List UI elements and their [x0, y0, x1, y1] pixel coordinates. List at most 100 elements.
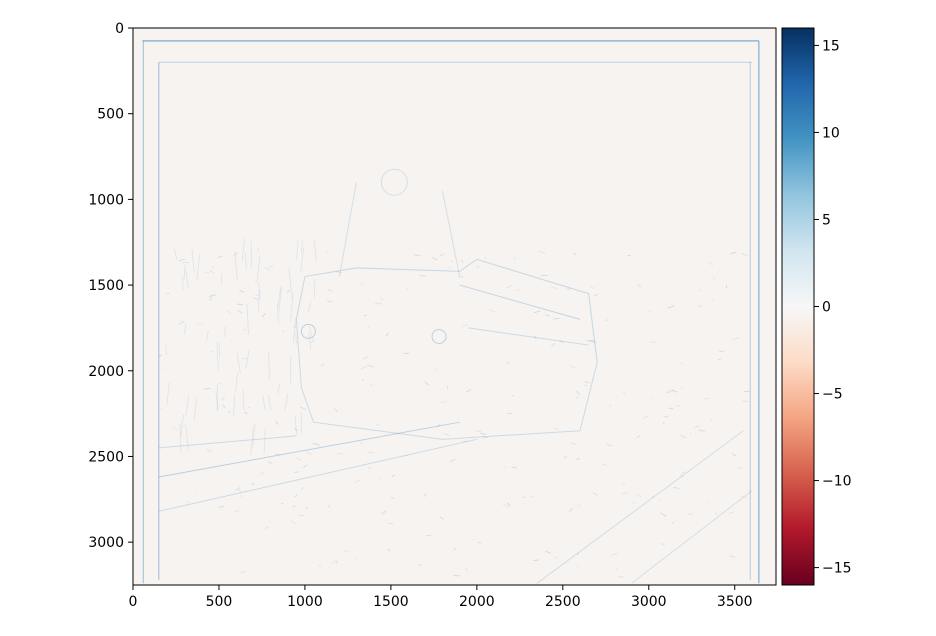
edge-stroke — [191, 249, 195, 273]
edge-stroke — [308, 326, 314, 340]
edge-stroke — [533, 310, 541, 314]
edge-stroke — [378, 478, 381, 481]
edge-stroke — [217, 255, 223, 259]
edge-stroke — [292, 505, 296, 508]
y-axis: 0 500 1000 1500 2000 2500 3000 — [88, 21, 133, 551]
edge-stroke — [651, 496, 655, 498]
edge-stroke — [440, 401, 448, 403]
y-tick-label: 1500 — [88, 278, 124, 294]
edge-stroke — [295, 457, 302, 461]
edge-stroke — [253, 297, 259, 301]
edge-stroke — [183, 322, 187, 335]
edge-stroke — [312, 443, 320, 446]
edge-stroke — [554, 427, 559, 431]
edge-stroke — [211, 350, 213, 353]
edge-stroke — [468, 327, 589, 346]
edge-stroke — [439, 516, 445, 520]
edge-stroke — [673, 487, 680, 489]
edge-stroke — [545, 550, 552, 554]
edge-stroke — [178, 320, 185, 325]
edge-stroke — [601, 463, 607, 466]
edge-stroke — [712, 277, 716, 281]
edge-stroke — [344, 550, 349, 553]
edge-stroke — [503, 504, 510, 508]
edge-stroke — [277, 383, 280, 394]
edge-stroke — [178, 258, 185, 262]
edge-stroke — [301, 487, 304, 489]
edge-stroke — [584, 380, 590, 384]
edge-stroke — [569, 365, 576, 369]
edge-stroke — [313, 278, 316, 299]
edge-stroke — [310, 339, 315, 344]
colorbar-tick-label: 15 — [822, 38, 840, 54]
edge-stroke — [257, 281, 261, 299]
edge-stroke — [277, 304, 279, 324]
edge-stroke — [667, 389, 670, 394]
edge-stroke — [511, 466, 518, 469]
edge-stroke — [728, 511, 735, 515]
edge-stroke — [304, 507, 309, 510]
edge-stroke — [238, 488, 241, 493]
edge-stroke — [483, 257, 487, 260]
edge-stroke — [300, 406, 307, 411]
edge-stroke — [263, 428, 266, 455]
edge-stroke — [622, 492, 629, 495]
edge-stroke — [302, 464, 308, 469]
edge-stroke — [208, 294, 216, 297]
edge-stroke — [185, 423, 189, 452]
x-tick-label: 500 — [206, 594, 233, 610]
edge-stroke — [268, 351, 270, 381]
edge-stroke — [550, 286, 558, 290]
edge-stroke — [239, 289, 245, 293]
edge-stroke — [268, 461, 273, 465]
edge-stroke — [256, 248, 260, 252]
edge-stroke — [577, 565, 580, 568]
edge-stroke — [732, 453, 736, 457]
edge-stroke — [265, 526, 269, 529]
edge-stroke — [380, 297, 384, 301]
edge-stroke — [218, 382, 223, 385]
edge-stroke — [313, 239, 317, 262]
edge-stroke — [298, 514, 305, 517]
colorbar-gradient — [782, 28, 814, 585]
edge-stroke — [694, 425, 700, 428]
edge-stroke — [284, 393, 289, 411]
edge-stroke — [274, 453, 281, 456]
edge-stroke — [361, 365, 368, 370]
edge-stroke — [477, 265, 479, 269]
edge-stroke — [338, 182, 357, 277]
edge-stroke — [406, 288, 409, 290]
edge-stroke — [441, 190, 461, 277]
edge-stroke — [362, 378, 364, 381]
edge-stroke — [278, 285, 283, 312]
edge-stroke — [233, 509, 240, 513]
colorbar-tick-label: 10 — [822, 125, 840, 141]
edge-stroke — [718, 350, 725, 353]
edge-stroke — [295, 258, 598, 363]
edge-stroke — [572, 252, 577, 256]
edge-stroke — [461, 323, 468, 328]
edge-stroke — [245, 350, 250, 369]
edge-stroke — [646, 310, 652, 313]
edge-stroke — [506, 502, 511, 506]
edge-stroke — [286, 289, 291, 294]
x-tick-label: 1500 — [373, 594, 409, 610]
edge-stroke — [244, 251, 247, 270]
y-tick-label: 3000 — [88, 535, 124, 551]
edge-stroke — [282, 330, 284, 333]
edge-stroke — [362, 356, 369, 360]
edge-stroke — [236, 352, 241, 374]
edge-stroke — [212, 266, 214, 268]
x-tick-label: 1000 — [287, 594, 323, 610]
colorbar-tick-label: 5 — [822, 212, 831, 228]
edge-stroke — [308, 332, 312, 351]
edge-stroke — [584, 384, 589, 387]
edge-stroke — [564, 456, 567, 458]
edge-stroke — [326, 250, 328, 253]
edge-stroke — [550, 342, 556, 347]
edge-stroke — [255, 280, 257, 283]
edge-stroke — [294, 428, 298, 432]
edge-stroke — [643, 415, 649, 419]
edge-stroke — [288, 267, 293, 298]
edge-stroke — [235, 371, 238, 392]
